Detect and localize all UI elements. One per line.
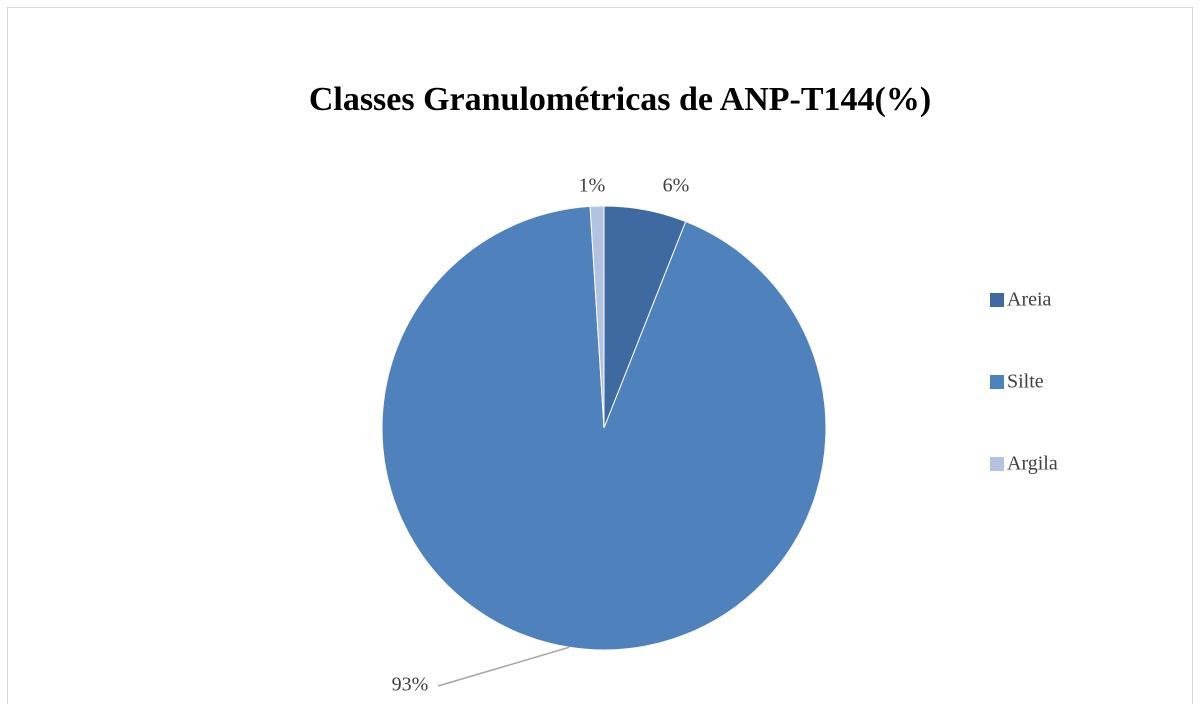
leader-line xyxy=(437,646,570,687)
legend-label: Silte xyxy=(1007,371,1044,393)
data-label: 93% xyxy=(392,674,429,696)
data-label: 6% xyxy=(663,175,690,197)
data-label: 1% xyxy=(579,175,606,197)
pie-slice xyxy=(381,205,827,651)
legend-swatch xyxy=(990,375,1004,389)
legend-label: Areia xyxy=(1007,289,1052,311)
legend-swatch xyxy=(990,457,1004,471)
legend-swatch xyxy=(990,293,1004,307)
chart-title: Classes Granulométricas de ANP-T144(%) xyxy=(309,81,931,118)
pie-slice xyxy=(589,205,605,429)
legend-label: Argila xyxy=(1007,453,1058,475)
